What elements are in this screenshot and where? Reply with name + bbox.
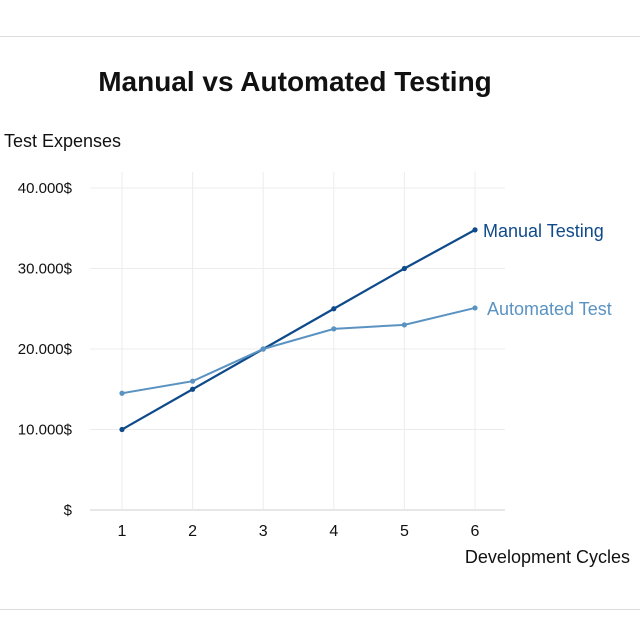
series-line-manual: [121, 228, 476, 431]
x-tick-label: 5: [400, 523, 409, 540]
y-tick-label: $: [64, 502, 73, 519]
y-tick-labels: $10.000$ 20.000$ 30.000$ 40.000$: [18, 180, 73, 519]
x-axis-label: Development Cycles: [465, 547, 630, 567]
y-tick-label: 30.000$: [18, 261, 73, 278]
y-tick-label: 40.000$: [18, 180, 73, 197]
x-tick-label: 3: [259, 523, 268, 540]
data-point: [331, 306, 337, 312]
data-point: [472, 305, 478, 311]
grid: [90, 172, 505, 511]
data-point: [190, 386, 196, 392]
series-group: Manual Testing Automated Test: [119, 221, 612, 433]
x-tick-label: 2: [188, 523, 197, 540]
top-divider: [0, 36, 640, 37]
data-point: [331, 326, 337, 332]
y-tick-label: 20.000$: [18, 341, 73, 358]
data-point: [119, 390, 125, 396]
data-point: [260, 346, 266, 352]
y-tick-label: 10.000$: [18, 422, 73, 439]
chart-title: Manual vs Automated Testing: [98, 66, 492, 97]
data-point: [119, 426, 125, 433]
x-tick-label: 6: [471, 523, 480, 540]
x-tick-label: 1: [118, 523, 127, 540]
x-tick-label: 4: [329, 523, 338, 540]
series-label: Manual Testing: [483, 221, 604, 241]
data-point: [401, 322, 407, 328]
x-tick-labels: 1 2 3 4 5 6: [118, 523, 480, 540]
bottom-divider: [0, 609, 640, 610]
data-point: [401, 265, 407, 272]
y-axis-label: Test Expenses: [4, 131, 121, 151]
data-point: [190, 378, 196, 384]
data-point: [472, 227, 478, 233]
series-label: Automated Test: [487, 299, 612, 319]
series-line-automated: [121, 306, 476, 395]
